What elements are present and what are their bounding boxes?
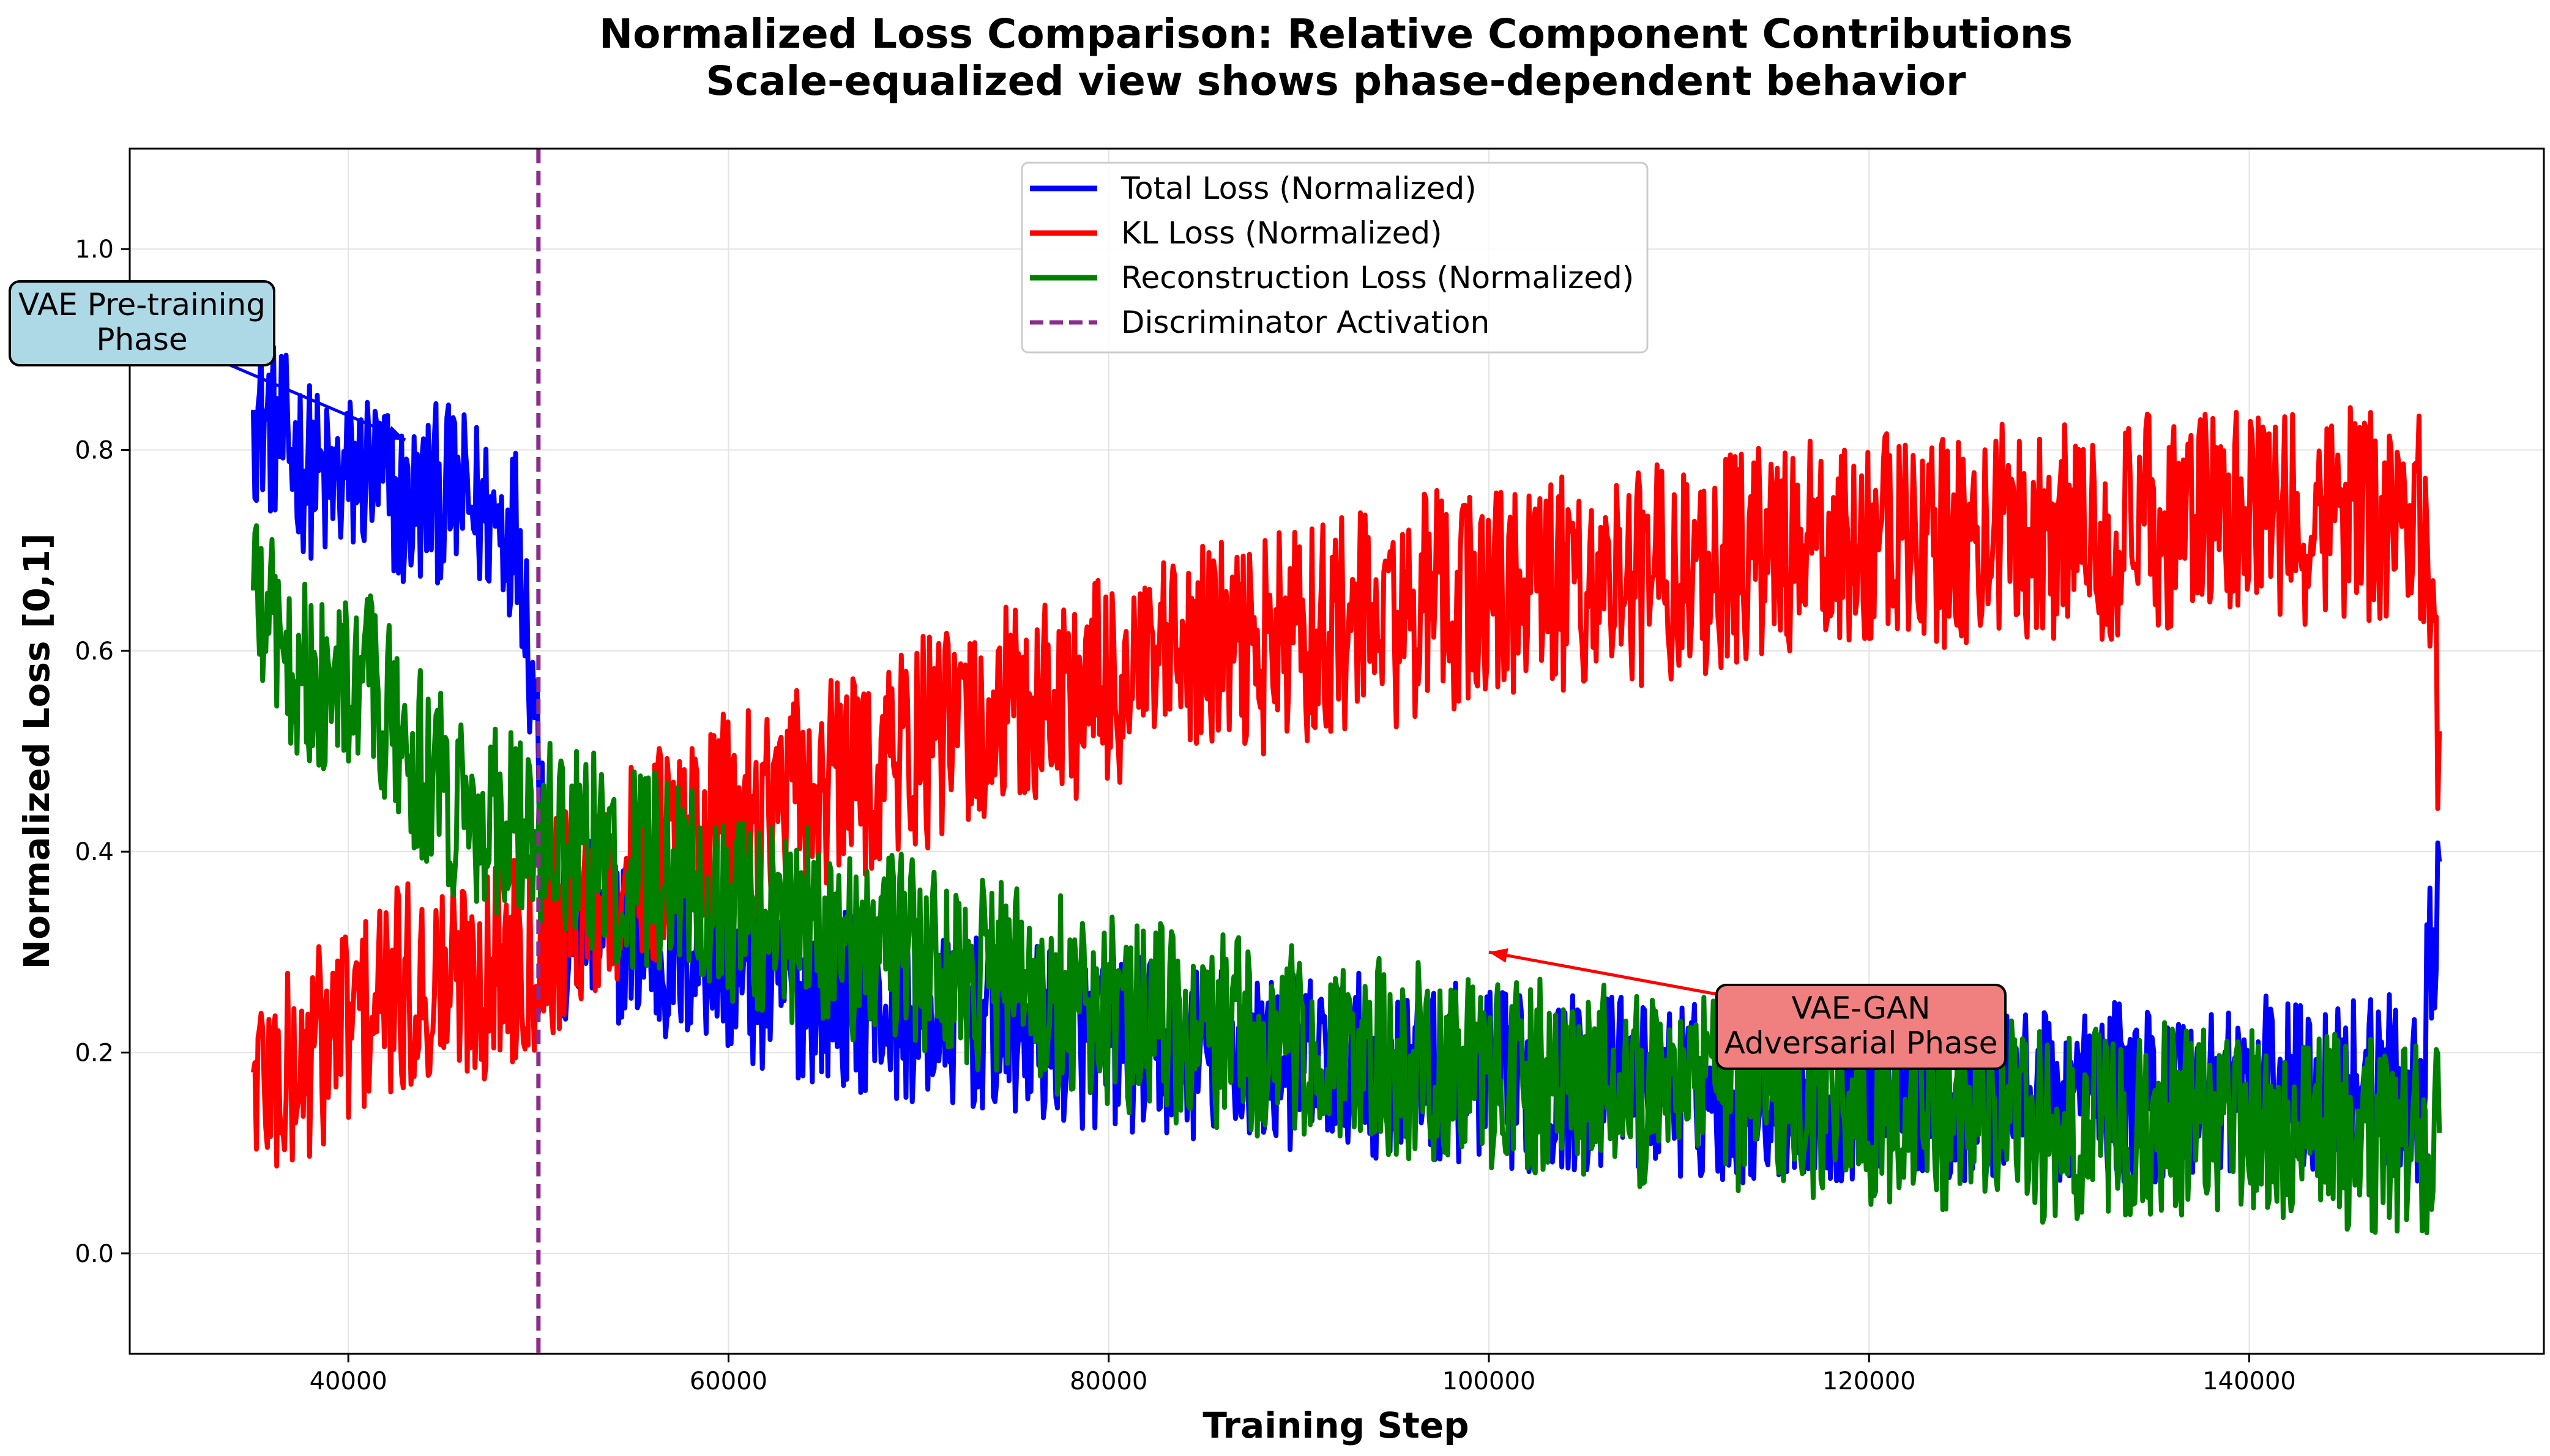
y-axis-label: Normalized Loss [0,1] [16, 533, 58, 970]
x-tick-label: 140000 [2202, 1367, 2296, 1395]
plot-frame [129, 147, 2545, 1355]
legend-label: Reconstruction Loss (Normalized) [1121, 260, 1634, 295]
x-tick-label: 100000 [1442, 1367, 1536, 1395]
annotation-box [9, 280, 275, 366]
annotation-arrow [220, 359, 406, 442]
legend-label: KL Loss (Normalized) [1121, 215, 1442, 251]
y-tick-label: 0.0 [75, 1240, 114, 1268]
annotation-arrowhead [1489, 948, 1508, 963]
annotation-text: Phase [96, 322, 187, 357]
y-tick-label: 0.4 [75, 838, 114, 866]
annotation-text: VAE Pre-training [18, 287, 266, 322]
legend-box [1021, 162, 1649, 354]
y-tick-label: 1.0 [75, 236, 114, 264]
series-line [250, 405, 2442, 1169]
series-line [250, 523, 2442, 1236]
series-layer [250, 341, 2442, 1236]
x-axis-label: Training Step [1202, 1405, 1469, 1446]
chart-title: Normalized Loss Comparison: Relative Com… [599, 10, 2073, 58]
annotation-arrow [1488, 950, 1717, 996]
legend-label: Discriminator Activation [1121, 305, 1489, 340]
annotation-arrowhead [386, 426, 406, 440]
chart-subtitle: Scale-equalized view shows phase-depende… [706, 58, 1966, 105]
annotation-text: VAE-GAN [1791, 990, 1930, 1026]
annotation-box [1715, 984, 2007, 1070]
x-axis: 40000 60000 80000 100000 120000 140000 [310, 1354, 2296, 1395]
x-tick-label: 120000 [1822, 1367, 1916, 1395]
legend-label: Total Loss (Normalized) [1120, 171, 1477, 206]
y-tick-label: 0.2 [75, 1039, 114, 1068]
y-tick-label: 0.8 [75, 437, 114, 465]
x-tick-label: 60000 [690, 1367, 767, 1395]
x-tick-label: 40000 [310, 1367, 387, 1395]
y-tick-label: 0.6 [75, 637, 114, 666]
y-axis: 0.0 0.2 0.4 0.6 0.8 1.0 [75, 236, 130, 1268]
x-tick-label: 80000 [1070, 1367, 1147, 1395]
annotation-text: Adversarial Phase [1724, 1025, 1998, 1061]
legend: Total Loss (Normalized) KL Loss (Normaliz… [1021, 162, 1649, 354]
